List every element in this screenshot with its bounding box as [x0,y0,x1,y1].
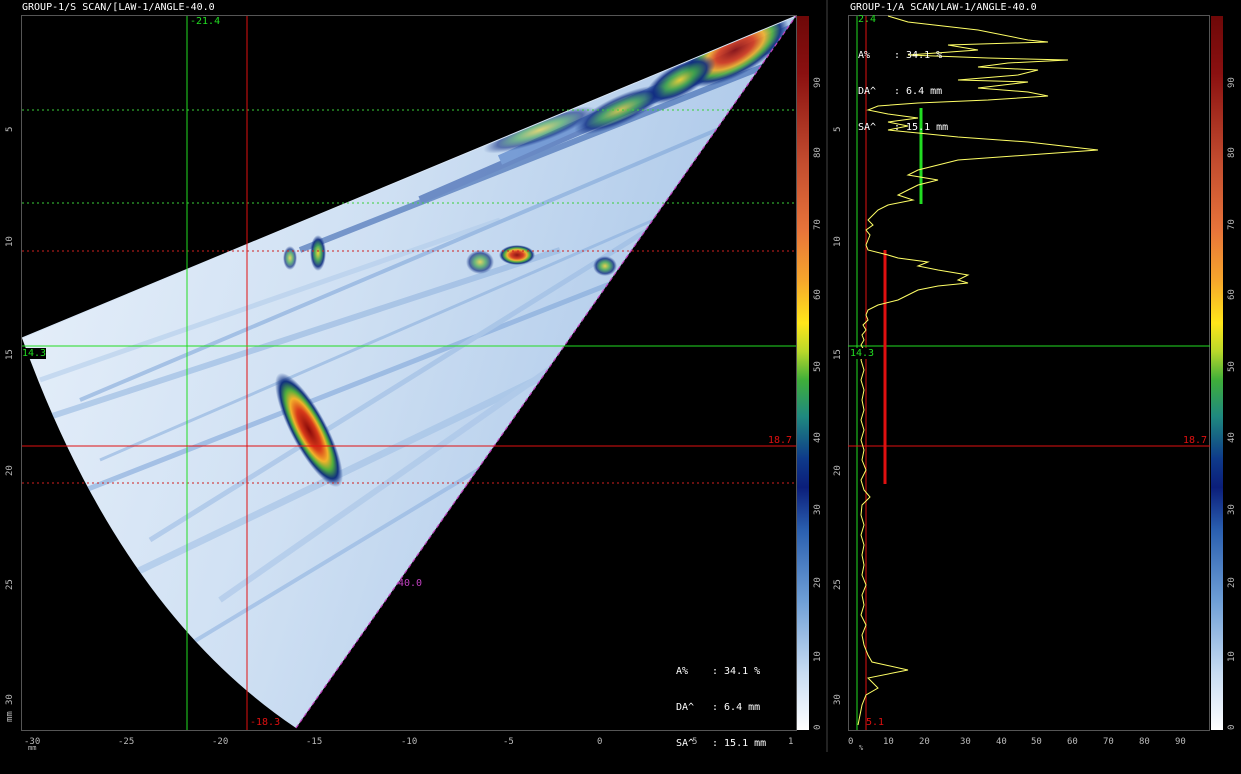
ascan-x-tick: 0 [848,737,854,747]
sscan-y-tick: 10 [5,236,15,247]
sscan-x-unit: mm [28,744,37,752]
sscan-readout: A% : 34.1 % DA^ : 6.4 mm SA^ : 15.1 mm [676,642,766,774]
ascan-colorbar-tick: 40 [1227,432,1237,443]
ascan-trace [857,15,1099,726]
ascan-readout: A% : 34.1 % DA^ : 6.4 mm SA^ : 15.1 mm [858,26,948,158]
sscan-colorbar-tick: 50 [813,361,823,372]
sscan-panel[interactable]: GROUP-1/S SCAN/[LAW-1/ANGLE-40.0 [0,0,826,752]
sscan-title: GROUP-1/S SCAN/[LAW-1/ANGLE-40.0 [22,2,215,13]
ascan-y-tick: 5 [833,126,843,132]
sscan-colorbar-tick: 70 [813,219,823,230]
ascan-readout-sa-value: : 15.1 mm [894,122,949,133]
sscan-green-v-label: -21.4 [190,16,221,27]
sscan-x-tick: 5 [692,737,698,747]
ascan-x-tick: 90 [1175,737,1186,747]
ascan-green-top-label: 2.4 [858,14,877,25]
ascan-readout-sa-label: SA^ [858,122,877,133]
sscan-colorbar-tick: 80 [813,147,823,158]
ascan-y-tick: 15 [833,349,843,360]
ascan-green-h-label: 14.3 [850,348,875,359]
sscan-y-tick: 30 [5,694,15,705]
sscan-readout-a-label: A% [676,666,689,677]
ascan-colorbar-tick: 20 [1227,577,1237,588]
ascan-readout-a-label: A% [858,50,871,61]
sscan-colorbar[interactable] [797,16,809,730]
sscan-y-tick: 20 [5,465,15,476]
ascan-x-tick: 70 [1103,737,1114,747]
sscan-x-tick: -20 [212,737,229,747]
ascan-readout-a-value: : 34.1 % [894,50,943,61]
ascan-x-tick: 60 [1067,737,1078,747]
sscan-x-tick: -5 [503,737,514,747]
sscan-colorbar-tick: 20 [813,577,823,588]
ascan-readout-da-label: DA^ [858,86,877,97]
ascan-plot[interactable] [828,0,1241,752]
ascan-red-bottom-label: 5.1 [866,717,885,728]
ascan-x-tick: 50 [1031,737,1042,747]
sscan-readout-sa-value: : 15.1 mm [712,738,767,749]
ascan-colorbar-tick: 60 [1227,289,1237,300]
ascan-colorbar-tick: 80 [1227,147,1237,158]
ascan-x-tick: 80 [1139,737,1150,747]
sscan-x-tick: 1 [788,737,794,747]
ascan-x-tick: 20 [919,737,930,747]
ascan-x-tick: 30 [960,737,971,747]
ascan-panel[interactable]: GROUP-1/A SCAN/LAW-1/ANGLE-40.0 2.4 14.3… [828,0,1241,752]
ascan-x-tick: 10 [883,737,894,747]
sscan-x-tick: -30 [24,737,41,747]
sscan-colorbar-tick: 0 [813,724,823,730]
sscan-angle-label: 40.0 [398,578,423,589]
ascan-colorbar-tick: 0 [1227,724,1237,730]
sscan-x-tick: -10 [401,737,418,747]
ascan-red-h-label: 18.7 [1183,435,1208,446]
sscan-image[interactable] [0,0,826,752]
sscan-colorbar-tick: 30 [813,504,823,515]
sscan-readout-da-label: DA^ [676,702,695,713]
sscan-green-h-label: 14.3 [22,348,47,359]
ascan-colorbar-tick: 10 [1227,651,1237,662]
ascan-colorbar-tick: 70 [1227,219,1237,230]
ascan-y-tick: 20 [833,465,843,476]
ascan-colorbar-tick: 90 [1227,77,1237,88]
sscan-frame [21,15,797,731]
sscan-red-v-label: -18.3 [250,717,281,728]
sscan-readout-a-value: : 34.1 % [712,666,761,677]
sscan-y-unit: mm [5,711,15,722]
sscan-y-tick: 15 [5,349,15,360]
sscan-fan [21,15,797,729]
sscan-x-tick: -15 [306,737,323,747]
sscan-red-h-label: 18.7 [768,435,793,446]
ascan-y-tick: 30 [833,694,843,705]
sscan-readout-sa-label: SA^ [676,738,695,749]
ascan-colorbar-tick: 30 [1227,504,1237,515]
ascan-x-tick: 40 [996,737,1007,747]
sscan-reference-lines [22,109,796,484]
panel-divider[interactable] [826,0,828,752]
ascan-y-tick: 10 [833,236,843,247]
ascan-title: GROUP-1/A SCAN/LAW-1/ANGLE-40.0 [850,2,1037,13]
ascan-colorbar[interactable] [1211,16,1223,730]
ascan-readout-da-value: : 6.4 mm [894,86,943,97]
sscan-colorbar-tick: 10 [813,651,823,662]
sscan-colorbar-tick: 90 [813,77,823,88]
sscan-x-tick: 0 [597,737,603,747]
sscan-readout-da-value: : 6.4 mm [712,702,761,713]
ascan-y-tick: 25 [833,579,843,590]
sscan-y-tick: 25 [5,579,15,590]
ascan-x-unit: % [859,744,864,752]
sscan-y-tick: 5 [5,126,15,132]
sscan-x-tick: -25 [118,737,135,747]
sscan-colorbar-tick: 60 [813,289,823,300]
ascan-colorbar-tick: 50 [1227,361,1237,372]
sscan-colorbar-tick: 40 [813,432,823,443]
